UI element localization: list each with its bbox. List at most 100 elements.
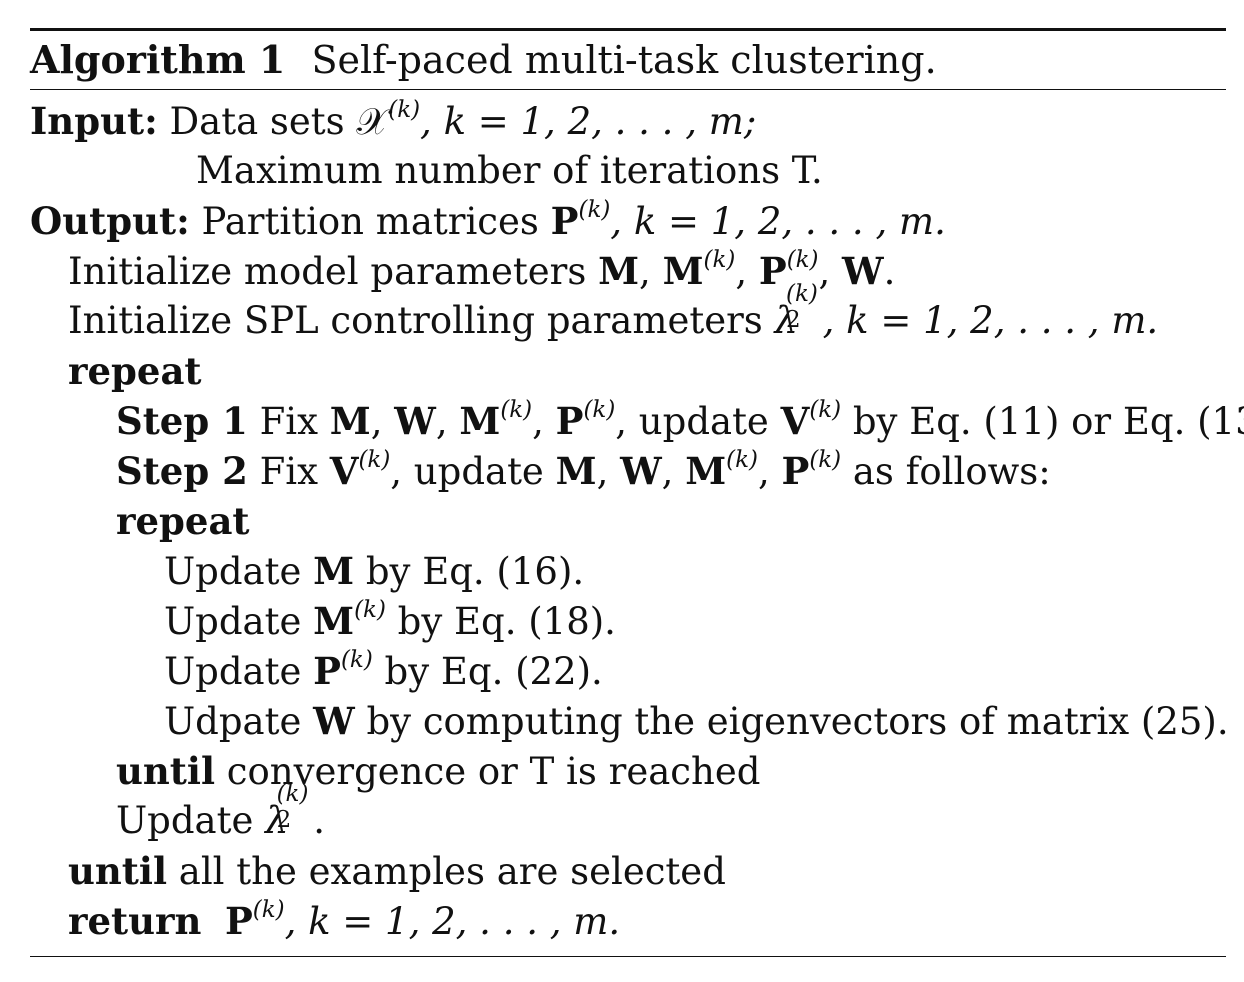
init-sep-3: , xyxy=(818,250,843,293)
update-Pk-sup: (k) xyxy=(340,646,373,673)
step1-kw: Step 1 xyxy=(116,399,248,443)
step1-line: Step 1 Fix M, W, M(k), P(k), update V(k)… xyxy=(30,396,1244,446)
inner-repeat-line: repeat xyxy=(30,496,1226,546)
update-lambda-end: . xyxy=(313,799,325,842)
inner-repeat-kw: repeat xyxy=(116,499,250,543)
update-lambda-sub: 2 xyxy=(276,806,292,833)
output-tail: , k = 1, 2, . . . , m. xyxy=(610,200,946,243)
step1-Mk-sup: (k) xyxy=(500,396,533,423)
init-spl-tail: , k = 1, 2, . . . , m. xyxy=(822,299,1159,342)
step2-W: W xyxy=(620,449,662,493)
algorithm-block: Algorithm 1 Self-paced multi-task cluste… xyxy=(30,28,1244,957)
update-lambda-symbol: λ (k) 2 xyxy=(265,783,313,846)
update-Mk-sup: (k) xyxy=(354,596,386,623)
init-model-line: Initialize model parameters M, M(k), P(k… xyxy=(30,246,1226,296)
return-tail: , k = 1, 2, . . . , m. xyxy=(284,900,621,943)
update-lambda-word: Update xyxy=(116,799,266,842)
input-label: Input: xyxy=(30,99,158,143)
step2-V: V xyxy=(329,449,359,493)
algorithm-label: Algorithm 1 xyxy=(30,37,286,82)
inner-until-kw: until xyxy=(116,749,216,793)
update-lambda-sup: (k) xyxy=(276,781,309,808)
step2-tail: as follows: xyxy=(841,450,1051,493)
update-lambda-line: Update λ (k) 2. xyxy=(30,783,1226,846)
step1-M: M xyxy=(329,399,371,443)
input-sup: (k) xyxy=(388,96,421,123)
step1-Mk: M xyxy=(459,399,501,443)
update-Mk-sym: M xyxy=(313,599,355,643)
init-spl-line: Initialize SPL controlling parameters λ(… xyxy=(30,283,1226,346)
inner-until-line: until convergence or T is reached xyxy=(30,746,1226,796)
step1-Pk: P xyxy=(555,399,584,443)
step2-sep-3: , xyxy=(757,450,782,493)
update-M-tail: by Eq. (16). xyxy=(354,550,585,593)
step1-sep-3: , xyxy=(532,400,556,443)
update-lambda-char: λ xyxy=(265,799,289,842)
outer-until-kw: until xyxy=(68,849,168,893)
input-text: Data sets 𝒳 xyxy=(169,100,389,143)
bottom-rule xyxy=(30,956,1226,957)
step2-Mk: M xyxy=(685,449,727,493)
algorithm-body: Input: Data sets 𝒳(k), k = 1, 2, . . . ,… xyxy=(30,90,1244,956)
update-Mk-tail: by Eq. (18). xyxy=(385,600,616,643)
step2-sep-1: , xyxy=(596,450,621,493)
step2-line: Step 2 Fix V(k), update M, W, M(k), P(k)… xyxy=(30,446,1226,496)
output-text: Partition matrices xyxy=(201,200,551,243)
step1-update: , update xyxy=(615,400,781,443)
return-P: P xyxy=(224,899,253,943)
input-tail: , k = 1, 2, . . . , m; xyxy=(420,100,757,143)
init-sep-2: , xyxy=(735,250,759,293)
step2-kw: Step 2 xyxy=(116,449,248,493)
step1-tail: by Eq. (11) or Eq. (13). xyxy=(841,400,1244,443)
step1-V: V xyxy=(780,399,810,443)
init-Mk: M xyxy=(662,249,704,293)
step2-fix: Fix xyxy=(247,450,330,493)
input-line: Input: Data sets 𝒳(k), k = 1, 2, . . . ,… xyxy=(30,96,1226,146)
return-line: return P(k), k = 1, 2, . . . , m. xyxy=(30,896,1226,946)
step2-V-sup: (k) xyxy=(358,446,391,473)
init-Pk: P xyxy=(758,249,787,293)
init-Pk-sup: (k) xyxy=(786,246,819,273)
init-spl-text: Initialize SPL controlling parameters xyxy=(68,299,775,342)
algorithm-title: Self-paced multi-task clustering. xyxy=(311,38,937,82)
init-sep-1: , xyxy=(639,250,663,293)
lambda-sub: 2 xyxy=(786,306,801,333)
step2-Pk: P xyxy=(781,449,810,493)
input-line-2: Maximum number of iterations T. xyxy=(30,146,1226,196)
update-W-sym: W xyxy=(313,699,355,743)
init-model-text: Initialize model parameters xyxy=(68,250,599,293)
update-Pk-word: Update xyxy=(164,650,314,693)
step1-W: W xyxy=(394,399,436,443)
inner-until-text: convergence or T is reached xyxy=(215,750,761,793)
step1-V-sup: (k) xyxy=(809,396,842,423)
lambda-symbol: λ (k) 2 xyxy=(775,283,823,346)
input-line-2-text: Maximum number of iterations T. xyxy=(196,149,823,192)
init-W: W xyxy=(842,249,884,293)
update-W-line: Udpate W by computing the eigenvectors o… xyxy=(30,696,1229,746)
lambda-sup: (k) xyxy=(786,281,818,308)
step2-sep-2: , xyxy=(661,450,686,493)
return-sup: (k) xyxy=(252,896,285,923)
return-kw: return xyxy=(68,899,202,943)
step1-fix: Fix xyxy=(247,400,330,443)
outer-repeat-kw: repeat xyxy=(68,349,202,393)
outer-until-text: all the examples are selected xyxy=(167,850,726,893)
outer-until-line: until all the examples are selected xyxy=(30,846,1226,896)
output-label: Output: xyxy=(30,199,190,243)
init-M: M xyxy=(598,249,640,293)
update-Mk-line: Update M(k) by Eq. (18). xyxy=(30,596,1226,646)
title-rule xyxy=(30,89,1226,90)
top-rule xyxy=(30,28,1226,31)
step1-sep-2: , xyxy=(435,400,460,443)
init-end: . xyxy=(883,250,896,293)
algorithm-title-row: Algorithm 1 Self-paced multi-task cluste… xyxy=(30,31,1226,89)
init-Mk-sup: (k) xyxy=(703,246,736,273)
update-Pk-tail: by Eq. (22). xyxy=(372,650,603,693)
step2-Pk-sup: (k) xyxy=(809,446,842,473)
step2-Mk-sup: (k) xyxy=(726,446,758,473)
update-M-word: Update xyxy=(164,550,314,593)
output-line: Output: Partition matrices P(k), k = 1, … xyxy=(30,196,1226,246)
output-P: P xyxy=(550,199,579,243)
step2-M: M xyxy=(555,449,597,493)
update-Pk-line: Update P(k) by Eq. (22). xyxy=(30,646,1226,696)
